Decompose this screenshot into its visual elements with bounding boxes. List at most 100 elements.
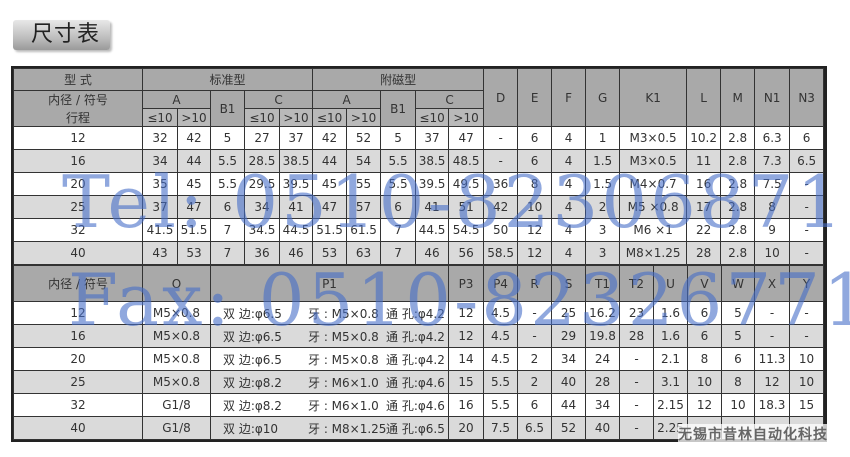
table-row: 32 41.5 51.5 7 34.5 44.5 51.5 61.5 7 44.5 54.5 50 12… [13, 218, 825, 242]
table-row: 40 G1/8 双 边:φ10 牙 : M8×1.25通 孔:φ6.5 20 7.5 6.5… [13, 416, 824, 440]
value-cell: 22 [686, 218, 722, 242]
p1-double-side: 双 边:φ8.2 [223, 398, 282, 413]
header-R: R [517, 265, 552, 302]
value-cell: 7.3 [754, 149, 791, 173]
value-cell: 39.5 [415, 172, 450, 196]
p1-cell: 双 边:φ6.5 牙 : M5×0.8 通 孔:φ4.2 [210, 301, 449, 325]
value-cell: M3×0.5 [619, 149, 688, 173]
table-row: 40 43 53 7 36 46 53 63 7 46 56 58.5 12 4 3 M8×1.25 28 2.8… [13, 241, 825, 265]
header-O: O [142, 265, 211, 302]
header-std-A: A [142, 90, 211, 109]
value-cell: 9 [754, 218, 791, 242]
value-cell: 1.6 [653, 301, 688, 325]
value-cell: 11.3 [754, 347, 790, 371]
table-row: 12 M5×0.8 双 边:φ6.5 牙 : M5×0.8 通 孔:φ4.2 12 4.5-… [13, 301, 824, 325]
value-cell: 3 [585, 218, 621, 242]
value-cell: 8 [721, 370, 755, 394]
table-row: 25 M5×0.8 双 边:φ8.2 牙 : M6×1.0 通 孔:φ4.6 15 5.5 2… [13, 370, 824, 394]
value-cell: 42 [312, 126, 348, 150]
dimension-table: 型 式 标准型 附磁型 D E F G K1 L M N1 N3 内径 / 符号… [11, 66, 827, 442]
value-cell: 35 [142, 172, 178, 196]
value-cell: 47 [448, 126, 485, 150]
value-cell: 44 [177, 149, 211, 173]
table-row: 32 G1/8 双 边:φ8.2 牙 : M6×1.0 通 孔:φ4.6 16 5.5 6 44… [13, 393, 824, 417]
header-K1: K1 [619, 68, 688, 127]
value-cell: 29.5 [244, 172, 280, 196]
header-type: 型 式 [13, 68, 143, 91]
value-cell: 6 [210, 195, 245, 219]
header-bore: 内径 / 符号 [13, 265, 143, 302]
value-cell: 12 [448, 324, 484, 348]
value-cell: 6 [687, 324, 722, 348]
header-mag-C: C [415, 90, 485, 109]
bore-cell: 40 [13, 241, 143, 265]
value-cell: 10 [789, 347, 824, 371]
value-cell: M8×1.25 [619, 241, 688, 265]
bore-cell: 12 [13, 301, 143, 325]
value-cell: 4 [551, 241, 587, 265]
value-cell: - [789, 172, 825, 196]
value-cell: 54.5 [448, 218, 485, 242]
p1-through-hole: 通 孔:φ4.2 [386, 329, 445, 344]
header-X: X [754, 265, 790, 302]
table-row: 20 M5×0.8 双 边:φ6.5 牙 : M5×0.8 通 孔:φ4.2 14 4.5 2… [13, 347, 824, 371]
value-cell: 12 [517, 218, 553, 242]
header-T1: T1 [585, 265, 620, 302]
p1-through-hole: 通 孔:φ6.5 [386, 421, 445, 436]
value-cell: 51 [448, 195, 485, 219]
value-cell: 52 [551, 416, 586, 440]
value-cell: 6.5 [517, 416, 552, 440]
value-cell: 5 [721, 301, 755, 325]
value-cell: 1.5 [585, 149, 621, 173]
value-cell: 6 [721, 347, 755, 371]
value-cell: 45 [177, 172, 211, 196]
header-std-C: C [243, 90, 314, 109]
port-O-cell: M5×0.8 [142, 301, 211, 325]
value-cell: 12 [754, 370, 790, 394]
header-gt10: >10 [177, 108, 211, 127]
value-cell: 6 [517, 126, 553, 150]
value-cell: 2 [585, 195, 621, 219]
p1-thread: 牙 : M5×0.8 [308, 352, 379, 367]
header-stroke: 行程 [13, 108, 143, 127]
value-cell: 4.5 [483, 324, 518, 348]
value-cell: 8 [754, 195, 791, 219]
value-cell: 8 [687, 347, 722, 371]
header-E: E [517, 68, 553, 127]
value-cell: 43 [142, 241, 178, 265]
value-cell: - [483, 149, 519, 173]
value-cell: 37 [415, 126, 450, 150]
header-le10: ≤10 [415, 108, 450, 127]
value-cell: 10 [754, 241, 791, 265]
value-cell: 37 [278, 126, 314, 150]
value-cell: 5.5 [483, 393, 518, 417]
header-gt10: >10 [448, 108, 485, 127]
value-cell: 4 [551, 195, 587, 219]
value-cell: 54 [346, 149, 382, 173]
value-cell: 2.8 [720, 241, 756, 265]
value-cell: 34 [551, 347, 586, 371]
value-cell: 6.3 [754, 126, 791, 150]
value-cell: 7 [210, 241, 245, 265]
header-Y: Y [789, 265, 824, 302]
value-cell: 8 [517, 172, 553, 196]
value-cell: 50 [483, 218, 519, 242]
value-cell: 44 [312, 149, 348, 173]
value-cell: 5 [721, 324, 755, 348]
header-T2: T2 [619, 265, 654, 302]
value-cell: 4 [551, 218, 587, 242]
bore-cell: 20 [13, 347, 143, 371]
value-cell: 34 [142, 149, 178, 173]
value-cell: - [789, 195, 825, 219]
value-cell: 41 [415, 195, 450, 219]
value-cell: 1.5 [585, 172, 621, 196]
value-cell: 28.5 [244, 149, 280, 173]
value-cell: 19.8 [585, 324, 620, 348]
value-cell: 24 [585, 347, 620, 371]
header-P3: P3 [448, 265, 484, 302]
value-cell: 55 [346, 172, 382, 196]
p1-thread: 牙 : M6×1.0 [308, 398, 379, 413]
value-cell: 57 [346, 195, 382, 219]
value-cell: 6 [380, 195, 417, 219]
dimension-table-top: 型 式 标准型 附磁型 D E F G K1 L M N1 N3 内径 / 符号… [13, 68, 825, 265]
